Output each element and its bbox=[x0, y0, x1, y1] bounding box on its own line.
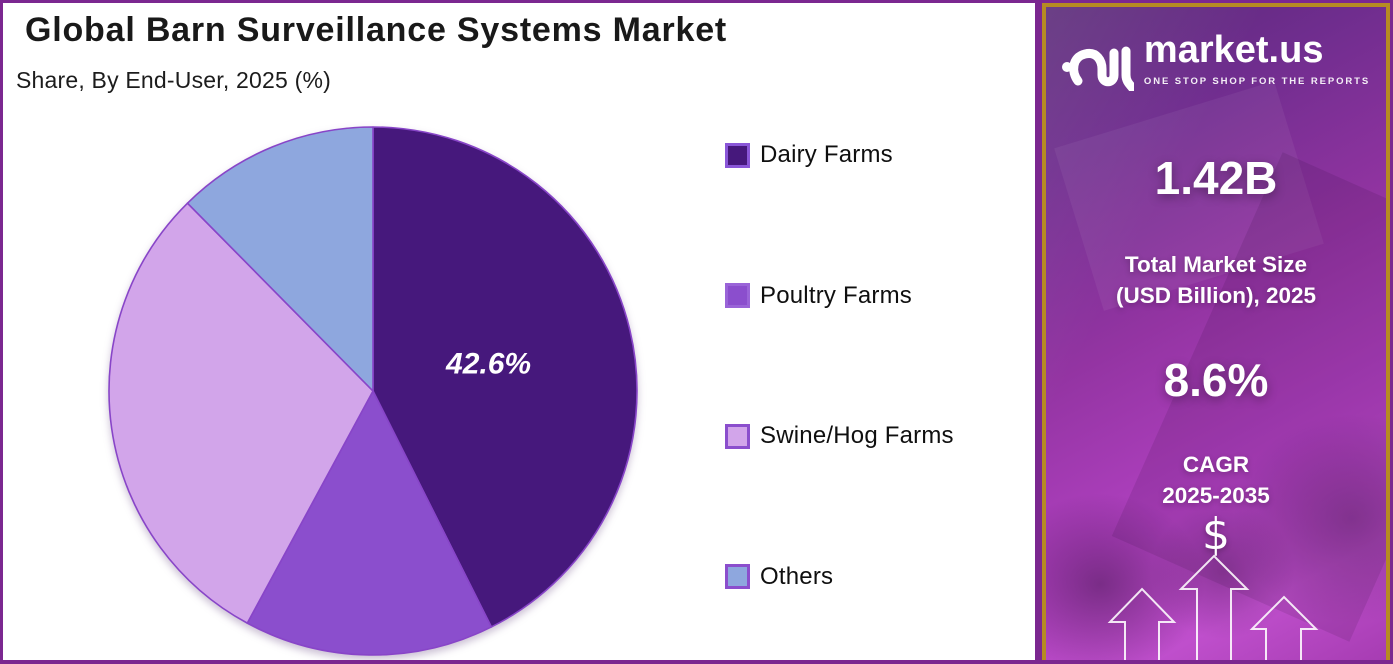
sidebar-divider bbox=[1035, 3, 1042, 660]
pie-slice-swine-hog-farms bbox=[108, 202, 374, 624]
page-subtitle: Share, By End-User, 2025 (%) bbox=[16, 67, 331, 93]
legend-label: Dairy Farms bbox=[760, 141, 893, 168]
cagr-label: CAGR 2025-2035 bbox=[1046, 449, 1386, 511]
growth-arrows-icon bbox=[1107, 554, 1319, 660]
legend-label: Poultry Farms bbox=[760, 281, 912, 309]
pie-chart: 42.6% bbox=[103, 121, 643, 660]
cagr-label-line2: 2025-2035 bbox=[1162, 483, 1270, 509]
legend-label: Others bbox=[760, 562, 834, 590]
legend-item-dairy-farms: Dairy Farms bbox=[725, 141, 1025, 169]
market-size-label-line1: Total Market Size bbox=[1124, 252, 1308, 277]
legend-swatch-icon bbox=[725, 423, 750, 449]
brand-tagline: ONE STOP SHOP FOR THE REPORTS bbox=[1143, 75, 1371, 87]
dollar-sign: $ bbox=[1202, 509, 1230, 560]
brand-name: market.us bbox=[1143, 29, 1324, 71]
cagr-value: 8.6% bbox=[1163, 354, 1269, 406]
brand-logo: market.us ONE STOP SHOP FOR THE REPORTS bbox=[1046, 29, 1386, 91]
pie-slice-others bbox=[186, 126, 374, 392]
pie-slice-poultry-farms bbox=[246, 390, 493, 656]
legend-swatch-icon bbox=[725, 142, 750, 168]
pie-data-label: 42.6% bbox=[445, 348, 531, 381]
legend-item-others: Others bbox=[725, 563, 1025, 591]
pie-chart-icon: 42.6% bbox=[108, 126, 638, 656]
brand-text-block: market.us ONE STOP SHOP FOR THE REPORTS bbox=[1143, 29, 1371, 87]
legend-label: Swine/Hog Farms bbox=[760, 422, 954, 450]
legend-swatch-icon bbox=[725, 283, 750, 309]
brand-sidebar: market.us ONE STOP SHOP FOR THE REPORTS … bbox=[1042, 3, 1390, 660]
market-size-label-line2: (USD Billion), 2025 bbox=[1115, 283, 1317, 309]
market-size-value: 1.42B bbox=[1154, 152, 1278, 204]
market-us-logo-icon bbox=[1061, 46, 1134, 91]
pie-slice-dairy-farms bbox=[372, 126, 638, 628]
page-title: Global Barn Surveillance Systems Market bbox=[25, 11, 728, 49]
cagr-label-line1: CAGR bbox=[1182, 452, 1250, 477]
legend-swatch-icon bbox=[725, 564, 750, 590]
chart-legend: Dairy Farms Poultry Farms Swine/Hog Farms O… bbox=[725, 141, 1025, 591]
legend-item-swine-hog-farms: Swine/Hog Farms bbox=[725, 422, 1025, 450]
legend-item-poultry-farms: Poultry Farms bbox=[725, 282, 1025, 310]
market-size-label: Total Market Size (USD Billion), 2025 bbox=[1046, 249, 1386, 311]
